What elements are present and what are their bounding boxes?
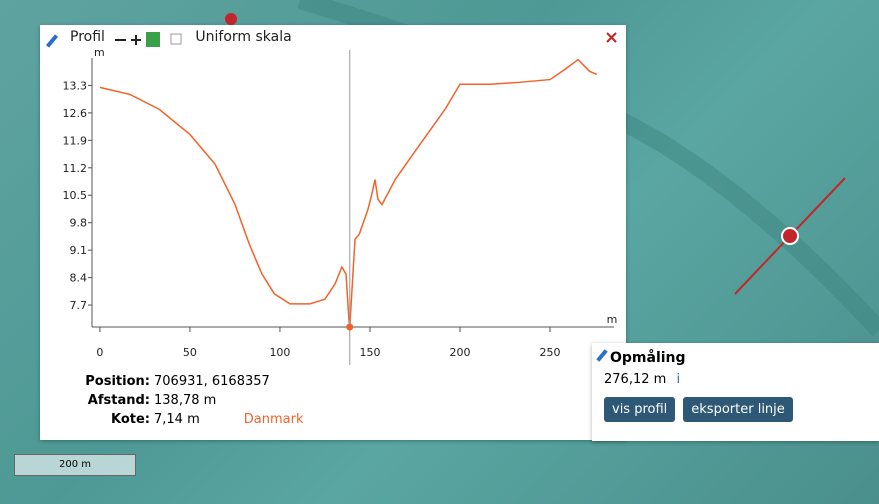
info-value: 7,14 m: [154, 412, 200, 427]
measure-title-text: Opmåling: [610, 350, 686, 366]
x-tick-label: 150: [359, 346, 380, 359]
info-label: Position:: [80, 372, 150, 391]
y-tick-label: 12.6: [63, 107, 88, 120]
y-unit: m: [94, 46, 105, 59]
map-view: m m 7.7 8.4 9.1 9.8 10.5 11.2 11.9 12.6 13.3 0 50 100…: [0, 0, 879, 504]
profile-line: [100, 60, 597, 327]
x-tick-label: 200: [449, 346, 470, 359]
y-tick-label: 13.3: [63, 79, 88, 92]
info-label: Kote:: [80, 410, 150, 429]
y-tick-label: 11.2: [63, 162, 88, 175]
measure-length: 276,12 m i: [604, 372, 680, 387]
region: Danmark: [244, 412, 304, 427]
info: Position: 706931, 6168357 Afstand: 138,78 m…: [80, 372, 303, 429]
button[interactable]: eksporter linje: [683, 397, 793, 422]
info-row: Position: 706931, 6168357: [80, 372, 303, 391]
y-tick-label: 8.4: [70, 272, 88, 285]
y-tick-label: 9.1: [70, 244, 88, 257]
length: 276,12 m: [604, 372, 666, 387]
x-tick-label: 100: [269, 346, 290, 359]
close-button[interactable]: [607, 33, 616, 42]
panel-header: Profil Uniform skala: [70, 29, 292, 45]
x-tick-label: 0: [96, 346, 103, 359]
buttons: vis profil eksporter linje: [604, 397, 801, 422]
y-tick-label: 10.5: [63, 189, 88, 202]
button[interactable]: vis profil: [604, 397, 675, 422]
info-value: 706931, 6168357: [154, 374, 270, 389]
cursor-point: [346, 324, 353, 331]
profile-panel: m m 7.7 8.4 9.1 9.8 10.5 11.2 11.9 12.6 13.3 0 50 100…: [40, 25, 626, 440]
x-tick-label: 250: [539, 346, 560, 359]
scale-bar: 200 m: [14, 454, 136, 476]
info-row: Afstand: 138,78 m: [80, 391, 303, 410]
measure-panel: Opmåling 276,12 m i vis profil eksporter …: [592, 343, 879, 441]
info-value: 138,78 m: [154, 393, 216, 408]
x-tick-label: 50: [183, 346, 197, 359]
panel-title: Profil: [70, 29, 105, 45]
info-row: Kote: 7,14 m Danmark: [80, 410, 303, 429]
info-label: Afstand:: [80, 391, 150, 410]
info-link[interactable]: i: [676, 372, 680, 387]
measure-title: Opmåling: [600, 349, 686, 366]
y-tick-label: 9.8: [70, 217, 88, 230]
y-tick-label: 7.7: [70, 299, 88, 312]
uniform-label: Uniform skala: [195, 29, 291, 45]
x-unit: m: [607, 313, 618, 326]
y-tick-label: 11.9: [63, 134, 88, 147]
